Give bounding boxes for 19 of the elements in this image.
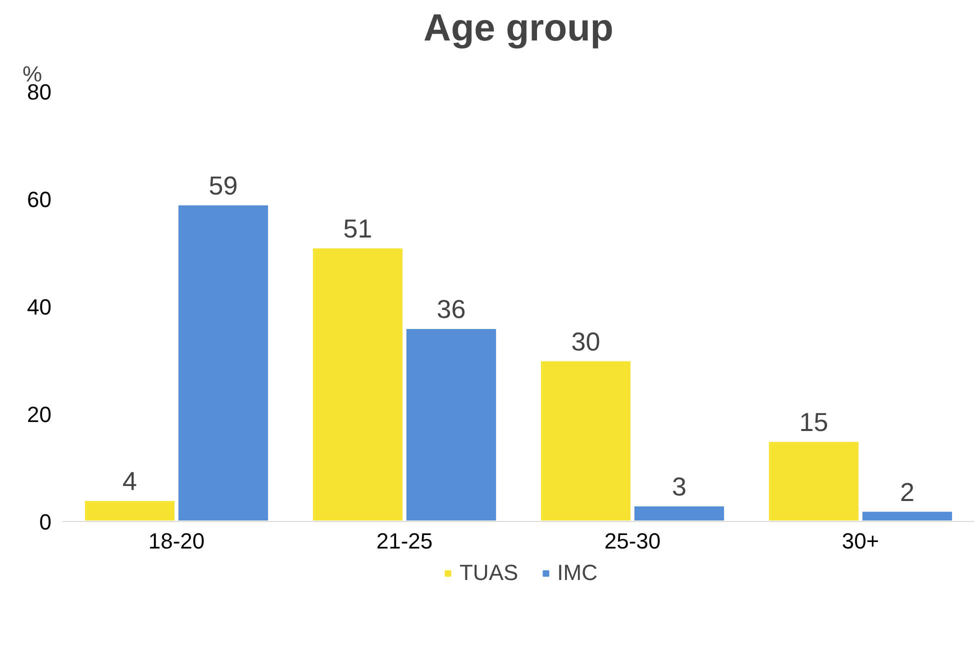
legend-label: TUAS xyxy=(459,560,518,586)
data-label: 51 xyxy=(343,213,372,244)
y-tick-label: 0 xyxy=(39,510,52,534)
y-tick-label: 60 xyxy=(27,187,52,212)
data-label: 59 xyxy=(208,170,238,200)
y-tick-label: 20 xyxy=(27,402,52,427)
chart-title: Age group xyxy=(424,8,614,50)
legend-label: IMC xyxy=(557,560,598,586)
data-label: 4 xyxy=(122,466,137,496)
x-tick-label: 18-20 xyxy=(148,528,205,554)
y-tick-label: 40 xyxy=(27,294,52,320)
data-label: 15 xyxy=(799,406,828,437)
data-label: 36 xyxy=(436,294,466,324)
data-label: 2 xyxy=(900,476,914,507)
data-label: 3 xyxy=(672,471,686,502)
data-label: 30 xyxy=(571,326,600,356)
x-tick-label: 21-25 xyxy=(376,528,433,554)
x-tick-label: 30+ xyxy=(842,528,880,554)
x-tick-label: 25-30 xyxy=(604,528,661,554)
